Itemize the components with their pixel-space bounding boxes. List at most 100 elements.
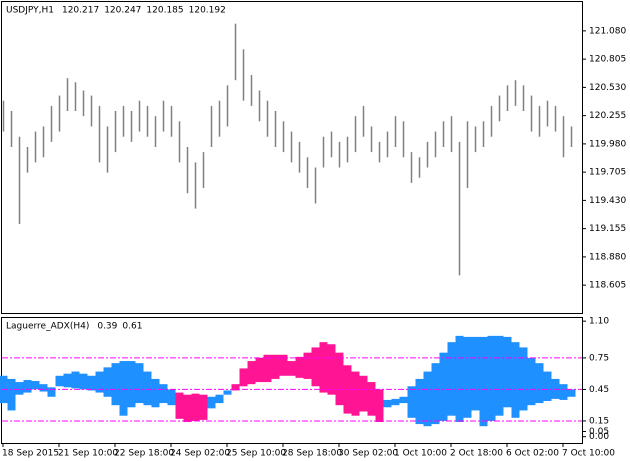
x-tick-label: 28 Sep 18:00	[282, 449, 342, 459]
y-tick-label: 119.980	[589, 139, 626, 149]
indicator-bar	[207, 396, 216, 409]
panel-title: USDJPY,H1	[6, 6, 54, 16]
x-tick-label: 24 Sep 02:00	[170, 449, 230, 459]
indicator-bar	[39, 384, 48, 392]
y-tick-label: 120.805	[589, 55, 626, 65]
x-tick-label: 2 Oct 18:00	[450, 449, 503, 459]
indicator-bar	[439, 352, 448, 421]
y-tick-label: 121.080	[589, 26, 626, 36]
quote-value: 120.217	[62, 6, 99, 16]
indicator-bar	[519, 347, 528, 411]
indicator-bar	[247, 361, 256, 385]
indicator-bar	[143, 371, 152, 406]
indicator-bar	[231, 384, 240, 391]
indicator-bar	[135, 363, 144, 404]
indicator-bar	[183, 394, 192, 422]
y-tick-label: 120.530	[589, 83, 626, 93]
x-tick-label: 7 Oct 10:00	[562, 449, 615, 459]
x-tick-label: 22 Sep 18:00	[114, 449, 174, 459]
indicator-bar	[159, 384, 168, 404]
indicator-bar	[463, 336, 472, 418]
y-tick-label: 119.705	[589, 168, 626, 178]
x-tick-label: 6 Oct 02:00	[506, 449, 559, 459]
indicator-bar	[55, 375, 64, 387]
indicator-bar	[295, 356, 304, 378]
y-tick-label: 0.05	[589, 427, 609, 437]
indicator-bar	[47, 387, 56, 397]
indicator-bar	[71, 371, 80, 389]
indicator-bar	[415, 378, 424, 425]
indicator-bar	[111, 363, 120, 406]
x-tick-label: 18 Sep 2015	[2, 449, 59, 459]
panel-title: Laguerre_ADX(H4)	[6, 322, 89, 332]
quote-value: 120.192	[189, 6, 226, 16]
indicator-bar	[399, 396, 408, 404]
indicator-bar	[191, 393, 200, 421]
indicator-bar	[79, 373, 88, 390]
indicator-bar	[215, 394, 224, 404]
indicator-bar	[479, 336, 488, 427]
indicator-bar	[455, 335, 464, 422]
indicator-bar	[431, 363, 440, 425]
indicator-bar	[199, 394, 208, 420]
quote-value: 120.247	[104, 6, 141, 16]
indicator-bar	[255, 357, 264, 383]
indicator-bar	[303, 352, 312, 379]
indicator-bar	[151, 378, 160, 408]
indicator-bar	[535, 363, 544, 404]
indicator-bar	[351, 371, 360, 416]
indicator-bar	[167, 389, 176, 406]
y-tick-label: 0.00	[589, 432, 609, 442]
indicator-bar	[559, 384, 568, 400]
y-tick-label: 1.10	[589, 317, 609, 327]
indicator-bar	[543, 371, 552, 401]
indicator-bar	[15, 382, 24, 395]
indicator-bar	[7, 378, 16, 411]
price-panel	[1, 1, 583, 314]
y-tick-label: 120.255	[589, 111, 626, 121]
y-tick-label: 0.75	[589, 353, 609, 363]
indicator-bar	[327, 344, 336, 395]
indicator-bar	[503, 336, 512, 408]
indicator-bar	[23, 379, 32, 393]
y-tick-label: 0.15	[589, 416, 609, 426]
y-tick-label: 0.45	[589, 385, 609, 395]
indicator-bar	[335, 352, 344, 406]
indicator-reading: 0.61	[122, 322, 142, 332]
indicator-bar	[359, 375, 368, 412]
indicator-bar	[495, 335, 504, 416]
indicator-bar	[423, 371, 432, 427]
indicator-reading: 0.39	[97, 322, 117, 332]
x-tick-label: 1 Oct 10:00	[394, 449, 447, 459]
indicator-bar	[319, 342, 328, 393]
y-tick-label: 118.880	[589, 252, 626, 262]
x-tick-label: 21 Sep 10:00	[58, 449, 118, 459]
indicator-bar	[175, 392, 184, 419]
x-tick-label: 25 Sep 10:00	[226, 449, 286, 459]
indicator-bar	[391, 398, 400, 406]
indicator-bar	[271, 354, 280, 379]
indicator-bar	[471, 336, 480, 411]
indicator-bar	[119, 361, 128, 416]
indicator-bar	[95, 371, 104, 393]
quote-value: 120.185	[146, 6, 183, 16]
y-tick-label: 119.430	[589, 196, 626, 206]
indicator-bar	[87, 375, 96, 391]
indicator-bar	[375, 389, 384, 422]
indicator-bar	[383, 399, 392, 408]
y-tick-label: 119.155	[589, 224, 626, 234]
indicator-bar	[407, 386, 416, 418]
indicator-bar	[527, 357, 536, 406]
indicator-bar	[263, 354, 272, 383]
indicator-bar	[447, 342, 456, 416]
indicator-bar	[487, 335, 496, 421]
indicator-bar	[511, 342, 520, 418]
indicator-bar	[223, 390, 232, 395]
indicator-bar	[31, 381, 40, 390]
indicator-bar	[287, 361, 296, 376]
indicator-bar	[311, 347, 320, 387]
indicator-bar	[367, 382, 376, 416]
indicator-bar	[567, 389, 576, 397]
